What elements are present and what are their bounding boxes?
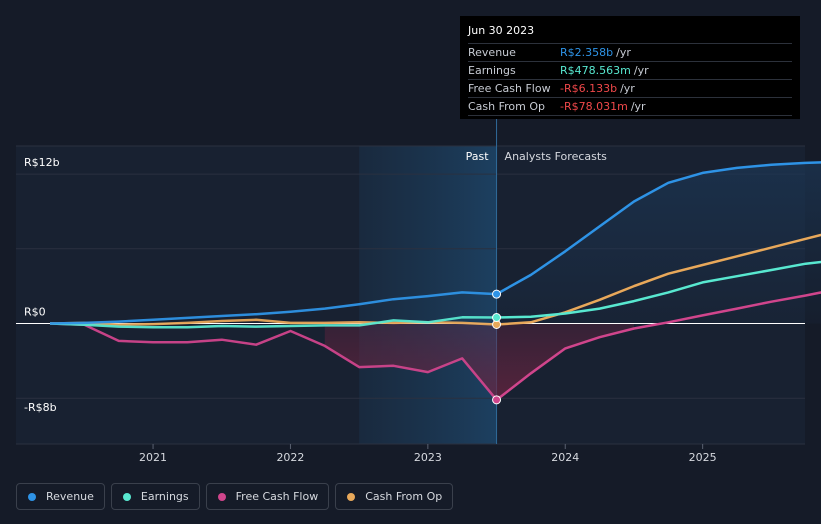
tooltip-row-revenue: Revenue R$2.358b /yr: [468, 44, 792, 62]
tooltip: Jun 30 2023 Revenue R$2.358b /yr Earning…: [460, 16, 800, 119]
x-tick-label: 2024: [551, 451, 579, 464]
free-cash-flow-area: [324, 323, 634, 400]
legend-label: Earnings: [140, 490, 189, 503]
tooltip-date: Jun 30 2023: [468, 24, 792, 44]
marker-earnings: [492, 313, 502, 323]
x-tick-label: 2021: [139, 451, 167, 464]
revenue-area: [496, 162, 821, 324]
tooltip-label: Free Cash Flow: [468, 82, 551, 95]
legend-item-free-cash-flow[interactable]: Free Cash Flow: [205, 483, 330, 510]
forecast-label: Analysts Forecasts: [505, 150, 608, 163]
tooltip-label: Revenue: [468, 46, 516, 59]
legend-dot-icon: [217, 492, 226, 501]
series-line-free-cash-flow: [49, 322, 498, 401]
y-tick-label: -R$8b: [24, 401, 57, 414]
x-tick-label: 2022: [276, 451, 304, 464]
legend-dot-icon: [122, 492, 131, 501]
tooltip-label: Cash From Op: [468, 100, 546, 113]
tooltip-label: Earnings: [468, 64, 516, 77]
legend-item-revenue[interactable]: Revenue: [16, 483, 105, 510]
tooltip-unit: /yr: [620, 82, 635, 95]
tooltip-unit: /yr: [616, 46, 631, 59]
series-line-earnings: [49, 316, 497, 329]
tooltip-unit: /yr: [630, 100, 646, 113]
tooltip-value: R$478.563m: [560, 64, 631, 77]
y-tick-label: R$0: [24, 306, 46, 319]
tooltip-row-cash-from-op: Cash From Op -R$78.031m /yr: [468, 98, 792, 116]
legend-label: Revenue: [46, 490, 94, 503]
legend-item-cash-from-op[interactable]: Cash From Op: [335, 483, 454, 510]
tooltip-value: R$2.358b: [560, 46, 614, 59]
tooltip-row-free-cash-flow: Free Cash Flow -R$6.133b /yr: [468, 80, 792, 98]
series-forecast-free-cash-flow: [495, 291, 821, 401]
tooltip-value: -R$78.031m: [560, 100, 628, 113]
tooltip-value: -R$6.133b: [560, 82, 618, 95]
marker-free-cash-flow: [492, 395, 502, 405]
marker-revenue: [492, 289, 502, 299]
x-tick-label: 2023: [414, 451, 442, 464]
tooltip-row-earnings: Earnings R$478.563m /yr: [468, 62, 792, 80]
past-label: Past: [466, 150, 490, 163]
series-line-revenue: [49, 291, 497, 325]
legend: Revenue Earnings Free Cash Flow Cash Fro…: [16, 483, 454, 510]
series-forecast-revenue: [495, 161, 821, 296]
legend-label: Cash From Op: [365, 490, 443, 503]
legend-dot-icon: [347, 492, 356, 501]
series-forecast-earnings: [496, 260, 821, 319]
legend-label: Free Cash Flow: [235, 490, 319, 503]
y-tick-label: R$12b: [24, 156, 60, 169]
legend-item-earnings[interactable]: Earnings: [110, 483, 200, 510]
tooltip-unit: /yr: [633, 64, 649, 77]
legend-dot-icon: [28, 492, 36, 501]
x-tick-label: 2025: [689, 451, 717, 464]
